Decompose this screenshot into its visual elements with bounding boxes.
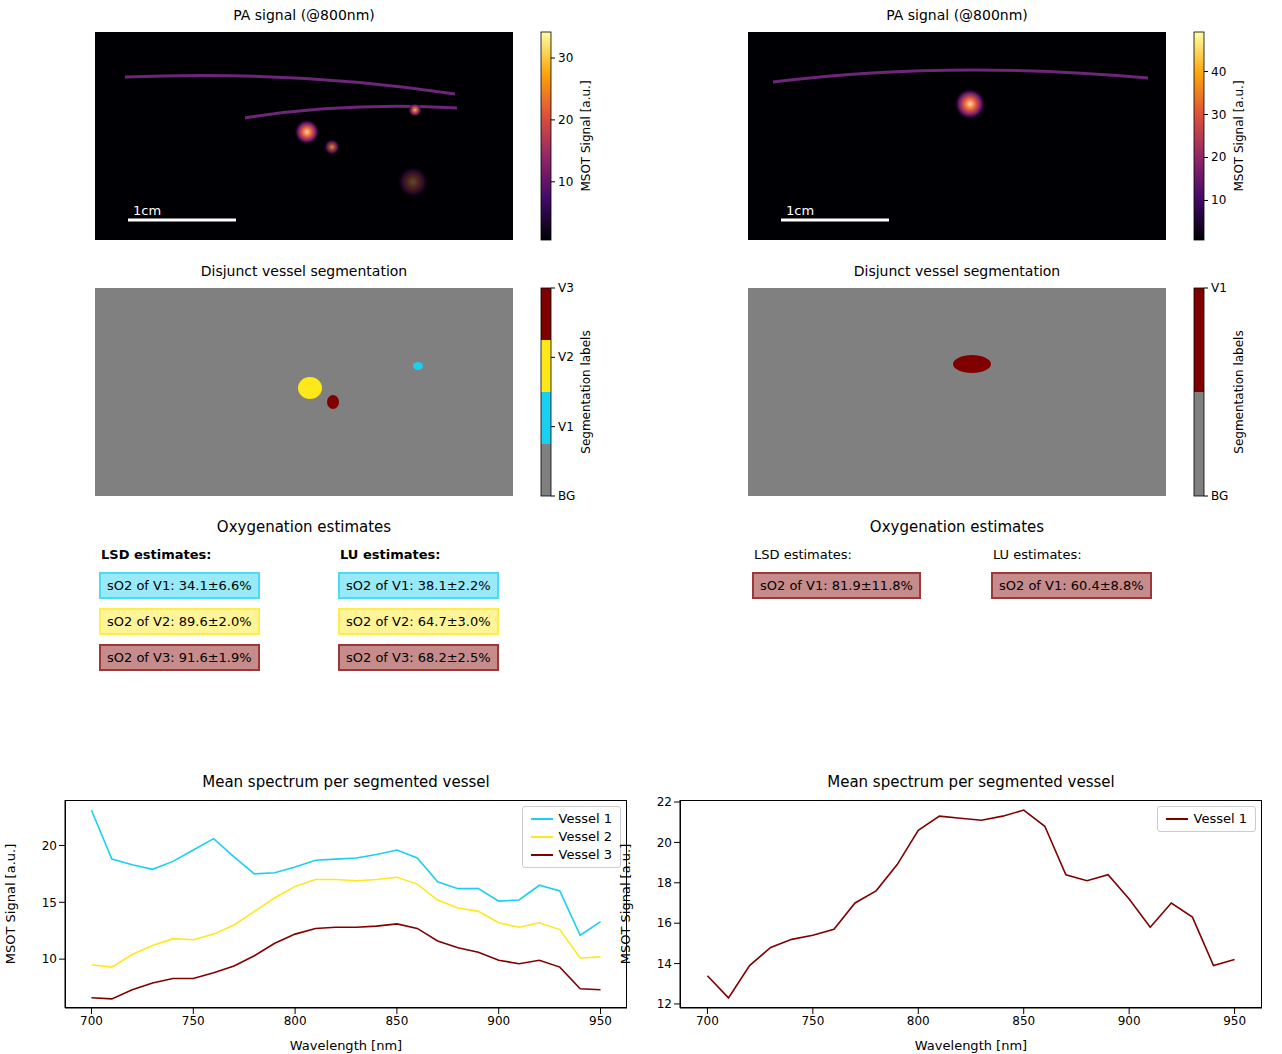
svg-text:950: 950 <box>589 1014 612 1028</box>
html-text:Disjunct vessel segmentation: Disjunct vessel segmentation <box>853 263 1061 279</box>
html-text:Vessel 3: Vessel 3 <box>558 847 612 862</box>
svg-text:22: 22 <box>657 795 672 809</box>
svg-text:MSOT Signal [a.u.]: MSOT Signal [a.u.] <box>579 80 593 191</box>
svg-text:10: 10 <box>42 952 57 966</box>
svg-text:MSOT Signal [a.u.]: MSOT Signal [a.u.] <box>1232 80 1246 191</box>
svg-text:950: 950 <box>1223 1014 1246 1028</box>
html-text:Vessel 1: Vessel 1 <box>558 811 612 826</box>
svg-text:1cm: 1cm <box>786 203 814 218</box>
svg-text:V2: V2 <box>558 350 574 364</box>
svg-text:700: 700 <box>80 1014 103 1028</box>
svg-text:BG: BG <box>558 489 575 503</box>
svg-text:750: 750 <box>801 1014 824 1028</box>
svg-text:18: 18 <box>657 876 672 890</box>
svg-text:Segmentation labels: Segmentation labels <box>579 330 593 453</box>
svg-text:Wavelength [nm]: Wavelength [nm] <box>290 1038 402 1053</box>
html-text:sO2 of V1: 34.1±6.6%: sO2 of V1: 34.1±6.6% <box>107 578 252 593</box>
svg-text:10: 10 <box>1211 193 1226 207</box>
svg-text:700: 700 <box>696 1014 719 1028</box>
html-text:sO2 of V1: 38.1±2.2%: sO2 of V1: 38.1±2.2% <box>346 578 491 593</box>
html-text:sO2 of V2: 89.6±2.0%: sO2 of V2: 89.6±2.0% <box>107 614 252 629</box>
html-text:Disjunct vessel segmentation: Disjunct vessel segmentation <box>200 263 408 279</box>
html-text:LU estimates:: LU estimates: <box>993 547 1082 562</box>
svg-text:V1: V1 <box>558 420 574 434</box>
svg-text:BG: BG <box>1211 489 1228 503</box>
html-text:sO2 of V3: 91.6±1.9%: sO2 of V3: 91.6±1.9% <box>107 650 252 665</box>
html-text:LU estimates:: LU estimates: <box>340 547 441 562</box>
html-text:PA signal (@800nm): PA signal (@800nm) <box>886 7 1028 23</box>
svg-text:750: 750 <box>182 1014 205 1028</box>
html-text:Oxygenation estimates: Oxygenation estimates <box>869 518 1045 536</box>
svg-text:30: 30 <box>558 51 573 65</box>
svg-text:850: 850 <box>385 1014 408 1028</box>
svg-text:20: 20 <box>1211 150 1226 164</box>
svg-text:Wavelength [nm]: Wavelength [nm] <box>915 1038 1027 1053</box>
html-text:LSD estimates:: LSD estimates: <box>101 547 212 562</box>
svg-text:Segmentation labels: Segmentation labels <box>1232 330 1246 453</box>
html-text:LSD estimates:: LSD estimates: <box>754 547 852 562</box>
html-text:sO2 of V1: 60.4±8.8%: sO2 of V1: 60.4±8.8% <box>999 578 1144 593</box>
svg-text:900: 900 <box>487 1014 510 1028</box>
html-text:PA signal (@800nm): PA signal (@800nm) <box>233 7 375 23</box>
svg-text:MSOT Signal [a.u.]: MSOT Signal [a.u.] <box>618 844 633 964</box>
html-text:Mean spectrum per segmented ve: Mean spectrum per segmented vessel <box>202 773 490 791</box>
svg-text:800: 800 <box>284 1014 307 1028</box>
svg-text:40: 40 <box>1211 65 1226 79</box>
html-text:sO2 of V2: 64.7±3.0%: sO2 of V2: 64.7±3.0% <box>346 614 491 629</box>
svg-text:900: 900 <box>1118 1014 1141 1028</box>
html-text:Mean spectrum per segmented ve: Mean spectrum per segmented vessel <box>827 773 1115 791</box>
html-text:sO2 of V1: 81.9±11.8%: sO2 of V1: 81.9±11.8% <box>760 578 913 593</box>
svg-text:20: 20 <box>657 836 672 850</box>
svg-text:15: 15 <box>42 896 57 910</box>
svg-text:V3: V3 <box>558 282 574 295</box>
svg-text:V1: V1 <box>1211 282 1227 295</box>
svg-text:30: 30 <box>1211 108 1226 122</box>
html-text:Vessel 1: Vessel 1 <box>1193 811 1247 826</box>
svg-text:14: 14 <box>657 957 672 971</box>
html-text:Oxygenation estimates: Oxygenation estimates <box>216 518 392 536</box>
svg-text:12: 12 <box>657 997 672 1011</box>
svg-text:850: 850 <box>1012 1014 1035 1028</box>
html-text:Vessel 2: Vessel 2 <box>558 829 612 844</box>
svg-text:10: 10 <box>558 175 573 189</box>
svg-text:20: 20 <box>42 839 57 853</box>
svg-text:1cm: 1cm <box>133 203 161 218</box>
html-text:sO2 of V3: 68.2±2.5%: sO2 of V3: 68.2±2.5% <box>346 650 491 665</box>
svg-text:16: 16 <box>657 916 672 930</box>
svg-text:20: 20 <box>558 113 573 127</box>
svg-text:800: 800 <box>907 1014 930 1028</box>
svg-text:MSOT Signal [a.u.]: MSOT Signal [a.u.] <box>3 844 18 964</box>
